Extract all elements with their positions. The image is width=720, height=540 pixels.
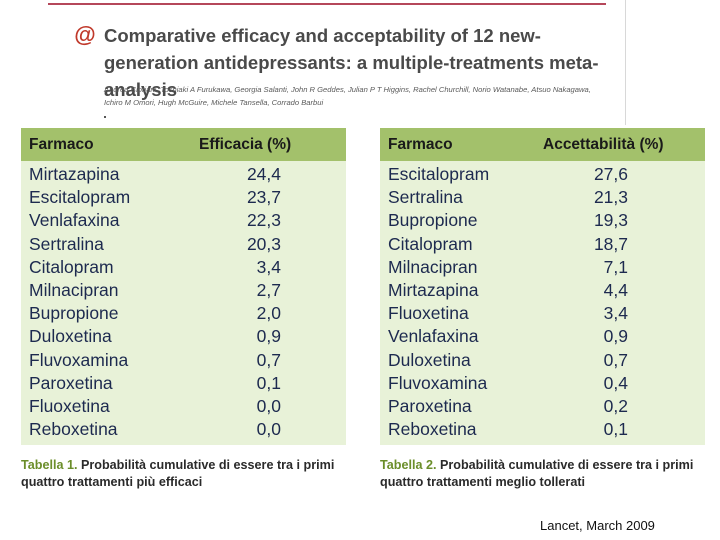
- table-row: Fluvoxamina 0,4: [380, 372, 705, 395]
- table-row: Venlafaxina 22,3: [21, 209, 346, 232]
- table-row: Sertralina 21,3: [380, 186, 705, 209]
- drug-name: Mirtazapina: [29, 164, 120, 185]
- drug-name: Fluoxetina: [388, 303, 469, 324]
- caption-text: Probabilità cumulative di essere tra i p…: [21, 458, 335, 489]
- percent-value: 0,7: [256, 349, 281, 370]
- percent-value: 27,6: [593, 164, 628, 185]
- percent-value: 3,4: [603, 303, 628, 324]
- table-row: Duloxetina 0,9: [21, 325, 346, 348]
- drug-name: Venlafaxina: [388, 326, 479, 347]
- percent-value: 0,0: [256, 395, 281, 416]
- acceptability-table: Farmaco Accettabilità (%) Escitalopram 27…: [380, 128, 705, 445]
- percent-value: 0,9: [603, 326, 628, 347]
- table-row: Fluvoxamina 0,7: [21, 349, 346, 372]
- percent-value: 23,7: [246, 187, 281, 208]
- acceptability-table-body: Escitalopram 27,6 Sertralina 21,3 Bupropione…: [380, 161, 705, 441]
- drug-name: Bupropione: [388, 210, 478, 231]
- table2-caption: Tabella 2. Probabilità cumulative di ess…: [380, 457, 710, 491]
- table-row: Paroxetina 0,1: [21, 372, 346, 395]
- caption-label: Tabella 2.: [380, 458, 437, 472]
- table-row: Bupropione 2,0: [21, 302, 346, 325]
- caption-label: Tabella 1.: [21, 458, 78, 472]
- efficacy-table-header: Farmaco Efficacia (%): [21, 128, 346, 161]
- drug-name: Milnacipran: [388, 256, 478, 277]
- author-list: Andrea Cipriani, Toshiaki A Furukawa, Ge…: [104, 85, 591, 107]
- percent-value: 20,3: [246, 233, 281, 254]
- table-row: Citalopram 18,7: [380, 233, 705, 256]
- percent-value: 18,7: [593, 233, 628, 254]
- top-rule: [48, 3, 606, 5]
- percent-value: 24,4: [246, 164, 281, 185]
- drug-name: Fluoxetina: [29, 395, 110, 416]
- percent-value: 22,3: [246, 210, 281, 231]
- percent-value: 0,1: [603, 419, 628, 440]
- table-row: Bupropione 19,3: [380, 209, 705, 232]
- percent-value: 19,3: [593, 210, 628, 231]
- column-header-drug: Farmaco: [29, 135, 94, 153]
- percent-value: 2,7: [256, 280, 281, 301]
- table-row: Reboxetina 0,1: [380, 418, 705, 441]
- drug-name: Citalopram: [29, 256, 114, 277]
- acceptability-table-header: Farmaco Accettabilità (%): [380, 128, 705, 161]
- percent-value: 7,1: [603, 256, 628, 277]
- drug-name: Escitalopram: [29, 187, 131, 208]
- table-row: Escitalopram 23,7: [21, 186, 346, 209]
- percent-value: 4,4: [603, 280, 628, 301]
- table-row: Fluoxetina 3,4: [380, 302, 705, 325]
- column-header-drug: Farmaco: [388, 135, 453, 153]
- right-divider: [625, 0, 626, 125]
- drug-name: Sertralina: [388, 187, 463, 208]
- table-row: Escitalopram 27,6: [380, 163, 705, 186]
- drug-name: Paroxetina: [388, 395, 472, 416]
- drug-name: Reboxetina: [388, 419, 477, 440]
- table-row: Duloxetina 0,7: [380, 349, 705, 372]
- drug-name: Mirtazapina: [388, 280, 479, 301]
- percent-value: 3,4: [256, 256, 281, 277]
- drug-name: Milnacipran: [29, 280, 119, 301]
- table-row: Reboxetina 0,0: [21, 418, 346, 441]
- table-row: Fluoxetina 0,0: [21, 395, 346, 418]
- efficacy-table: Farmaco Efficacia (%) Mirtazapina 24,4 Esc…: [21, 128, 346, 445]
- percent-value: 0,9: [256, 326, 281, 347]
- percent-value: 0,7: [603, 349, 628, 370]
- table-row: Venlafaxina 0,9: [380, 325, 705, 348]
- drug-name: Fluvoxamina: [388, 372, 488, 393]
- bullet-dot: [104, 116, 106, 118]
- drug-name: Citalopram: [388, 233, 473, 254]
- table-row: Sertralina 20,3: [21, 233, 346, 256]
- percent-value: 2,0: [256, 303, 281, 324]
- table-row: Citalopram 3,4: [21, 256, 346, 279]
- drug-name: Fluvoxamina: [29, 349, 129, 370]
- percent-value: 0,1: [256, 372, 281, 393]
- source-citation: Lancet, March 2009: [540, 518, 655, 533]
- drug-name: Duloxetina: [388, 349, 471, 370]
- caption-text: Probabilità cumulative di essere tra i p…: [380, 458, 694, 489]
- percent-value: 21,3: [593, 187, 628, 208]
- journal-logo-icon: @: [74, 22, 96, 47]
- table-row: Paroxetina 0,2: [380, 395, 705, 418]
- drug-name: Venlafaxina: [29, 210, 120, 231]
- table-row: Milnacipran 2,7: [21, 279, 346, 302]
- table-row: Mirtazapina 4,4: [380, 279, 705, 302]
- column-header-acceptability: Accettabilità (%): [543, 135, 664, 153]
- percent-value: 0,0: [256, 419, 281, 440]
- drug-name: Bupropione: [29, 303, 119, 324]
- paper-title: Comparative efficacy and acceptability o…: [104, 25, 599, 100]
- drug-name: Paroxetina: [29, 372, 113, 393]
- drug-name: Duloxetina: [29, 326, 112, 347]
- table1-caption: Tabella 1. Probabilità cumulative di ess…: [21, 457, 351, 491]
- table-row: Milnacipran 7,1: [380, 256, 705, 279]
- table-row: Mirtazapina 24,4: [21, 163, 346, 186]
- column-header-efficacy: Efficacia (%): [199, 135, 292, 153]
- percent-value: 0,2: [603, 395, 628, 416]
- drug-name: Escitalopram: [388, 164, 490, 185]
- drug-name: Reboxetina: [29, 419, 118, 440]
- drug-name: Sertralina: [29, 233, 104, 254]
- percent-value: 0,4: [603, 372, 628, 393]
- efficacy-table-body: Mirtazapina 24,4 Escitalopram 23,7 Venlafaxi…: [21, 161, 346, 441]
